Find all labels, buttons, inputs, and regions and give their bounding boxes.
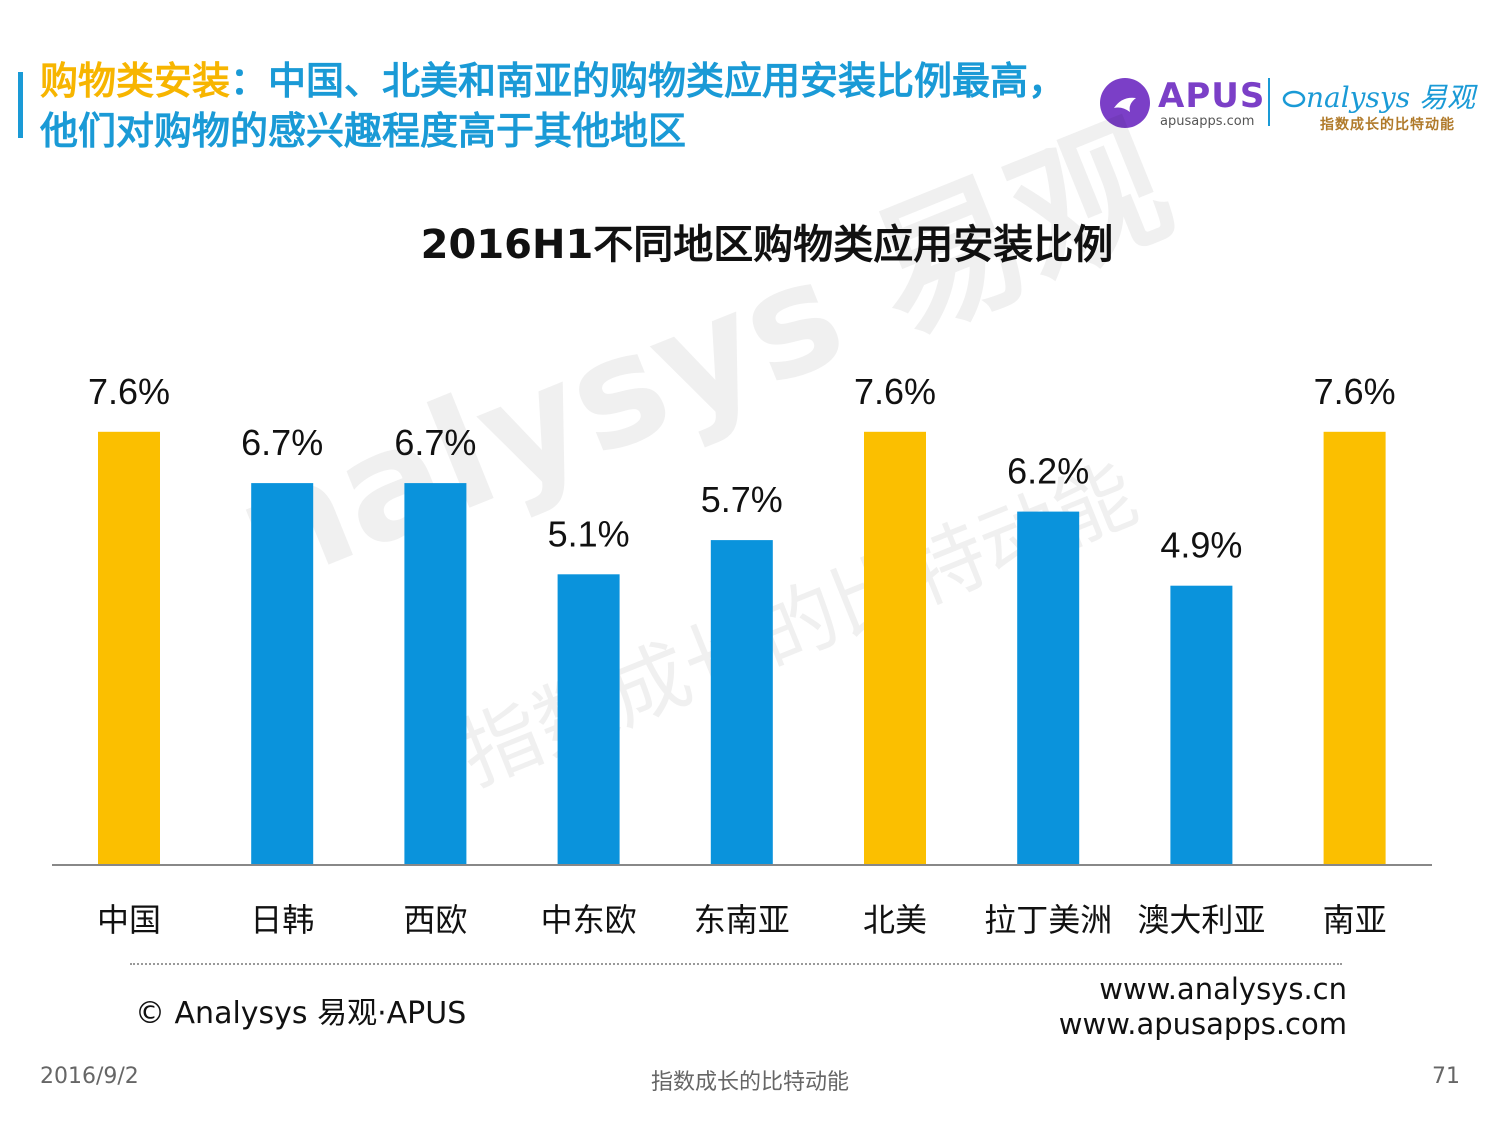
category-label: 中东欧 — [541, 901, 637, 939]
chart-title: 2016H1不同地区购物类应用安装比例 — [420, 222, 1114, 268]
category-label: 澳大利亚 — [1137, 901, 1265, 939]
bar-拉丁美洲 — [1017, 511, 1080, 865]
title-accent-bar — [18, 72, 23, 138]
bar-北美 — [864, 431, 926, 865]
page-number: 71 — [1432, 1064, 1460, 1089]
headline-text: ：中国、北美和南亚的购物类应用安装比例最高，他们对购物的感兴趣程度高于其他地区 — [40, 59, 1067, 153]
bar-value-label: 7.6% — [854, 371, 936, 412]
logo-group: APUS apusapps.com nalysys 易观 指数成长的比特动能 — [1098, 70, 1488, 140]
bar-南亚 — [1323, 431, 1386, 865]
bar-日韩 — [251, 483, 314, 865]
analysys-tagline: 指数成长的比特动能 — [1320, 117, 1455, 133]
bar-value-label: 6.2% — [1007, 451, 1089, 492]
bar-value-label: 6.7% — [241, 422, 323, 463]
category-label: 北美 — [863, 901, 927, 939]
category-label: 拉丁美洲 — [984, 901, 1112, 939]
footer-tagline: 指数成长的比特动能 — [650, 1070, 849, 1095]
analysys-swirl-icon — [1282, 90, 1306, 108]
source-divider — [130, 963, 1342, 965]
apus-logo-icon — [1100, 78, 1150, 128]
page-headline: 购物类安装：中国、北美和南亚的购物类应用安装比例最高，他们对购物的感兴趣程度高于… — [40, 56, 1090, 156]
bar-东南亚 — [710, 540, 773, 865]
logo-divider — [1268, 78, 1270, 126]
bar-value-label: 7.6% — [88, 371, 170, 412]
bar-中东欧 — [557, 574, 620, 865]
bar-value-label: 5.1% — [548, 513, 630, 554]
bar-value-label: 7.6% — [1314, 371, 1396, 412]
source-url-apus[interactable]: www.apusapps.com — [1058, 1007, 1347, 1041]
source-url-analysys[interactable]: www.analysys.cn — [1099, 972, 1347, 1006]
category-label: 东南亚 — [694, 901, 790, 939]
bar-澳大利亚 — [1170, 585, 1233, 865]
headline-highlight: 购物类安装 — [40, 59, 231, 103]
bar-value-label: 5.7% — [701, 479, 783, 520]
apus-logo-text: APUS — [1158, 76, 1266, 116]
bar-西欧 — [404, 483, 467, 865]
footer-date: 2016/9/2 — [40, 1064, 139, 1089]
category-label: 日韩 — [250, 901, 314, 939]
category-label: 南亚 — [1323, 901, 1387, 939]
apus-logo-url: apusapps.com — [1160, 114, 1255, 129]
bar-value-label: 4.9% — [1160, 525, 1242, 566]
category-label: 西欧 — [403, 901, 467, 939]
bar-value-label: 6.7% — [394, 422, 476, 463]
analysys-logo-text: nalysys 易观 — [1282, 76, 1475, 116]
bar-中国 — [98, 431, 160, 865]
copyright-text: © Analysys 易观·APUS — [135, 996, 467, 1031]
source-urls: www.analysys.cn www.apusapps.com — [1059, 972, 1347, 1042]
category-label: 中国 — [97, 901, 161, 939]
